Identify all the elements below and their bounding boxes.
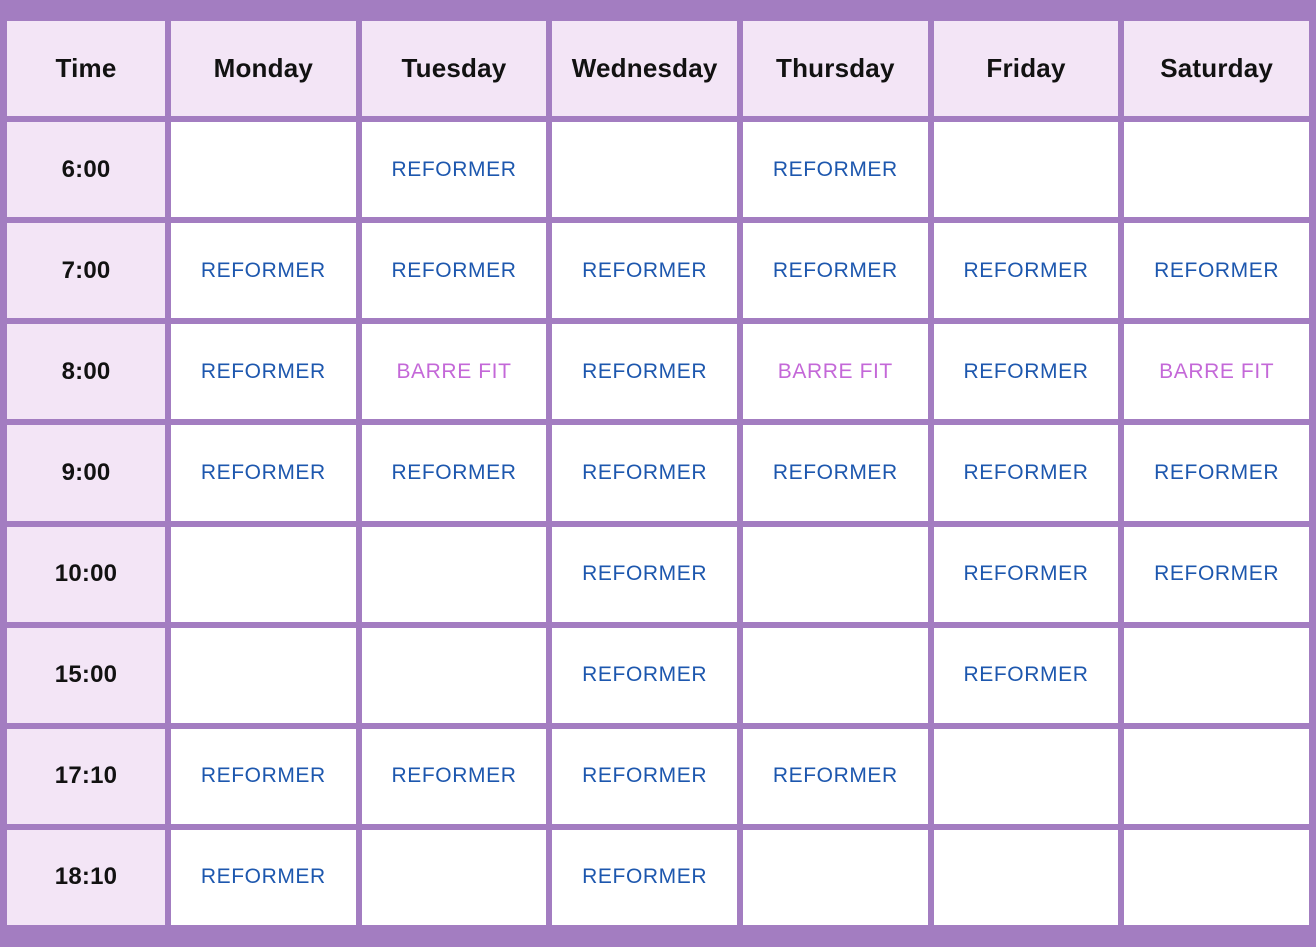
class-cell (1124, 829, 1309, 925)
class-cell: REFORMER (171, 829, 356, 925)
class-cell: BARRE FIT (743, 324, 928, 420)
class-cell (1124, 627, 1309, 723)
class-cell: BARRE FIT (361, 324, 547, 420)
class-cell (171, 627, 356, 723)
class-cell: REFORMER (933, 223, 1119, 319)
class-cell (171, 122, 356, 218)
time-cell: 18:10 (7, 829, 165, 925)
header-cell-friday: Friday (933, 21, 1119, 117)
time-cell: 8:00 (7, 324, 165, 420)
class-cell (1124, 728, 1309, 824)
class-cell: REFORMER (552, 627, 737, 723)
class-cell: REFORMER (552, 425, 737, 521)
class-cell: REFORMER (743, 122, 928, 218)
header-cell-wednesday: Wednesday (552, 21, 737, 117)
header-cell-thursday: Thursday (743, 21, 928, 117)
header-cell-monday: Monday (171, 21, 356, 117)
class-cell (933, 829, 1119, 925)
class-cell: REFORMER (552, 829, 737, 925)
class-cell (361, 829, 547, 925)
time-cell: 17:10 (7, 728, 165, 824)
class-cell: REFORMER (171, 324, 356, 420)
class-cell (743, 526, 928, 622)
class-cell (361, 526, 547, 622)
class-cell (361, 627, 547, 723)
class-cell: REFORMER (552, 728, 737, 824)
time-cell: 15:00 (7, 627, 165, 723)
class-cell: BARRE FIT (1124, 324, 1309, 420)
time-cell: 6:00 (7, 122, 165, 218)
class-cell: REFORMER (361, 122, 547, 218)
time-cell: 10:00 (7, 526, 165, 622)
header-cell-time: Time (7, 21, 165, 117)
class-cell: REFORMER (933, 526, 1119, 622)
class-cell: REFORMER (552, 223, 737, 319)
class-cell (933, 122, 1119, 218)
time-cell: 9:00 (7, 425, 165, 521)
class-cell (1124, 122, 1309, 218)
class-cell: REFORMER (743, 223, 928, 319)
class-cell: REFORMER (171, 425, 356, 521)
class-cell: REFORMER (743, 425, 928, 521)
class-cell: REFORMER (1124, 526, 1309, 622)
class-cell (743, 627, 928, 723)
class-cell: REFORMER (933, 627, 1119, 723)
header-cell-tuesday: Tuesday (361, 21, 547, 117)
class-cell: REFORMER (1124, 425, 1309, 521)
class-cell (933, 728, 1119, 824)
class-cell: REFORMER (361, 223, 547, 319)
class-cell: REFORMER (171, 223, 356, 319)
class-cell: REFORMER (1124, 223, 1309, 319)
class-cell: REFORMER (552, 324, 737, 420)
time-cell: 7:00 (7, 223, 165, 319)
class-cell (552, 122, 737, 218)
class-cell: REFORMER (361, 425, 547, 521)
class-cell: REFORMER (933, 324, 1119, 420)
class-cell: REFORMER (171, 728, 356, 824)
class-cell (743, 829, 928, 925)
header-cell-saturday: Saturday (1124, 21, 1309, 117)
class-cell: REFORMER (933, 425, 1119, 521)
class-cell (171, 526, 356, 622)
class-cell: REFORMER (552, 526, 737, 622)
class-cell: REFORMER (743, 728, 928, 824)
class-cell: REFORMER (361, 728, 547, 824)
